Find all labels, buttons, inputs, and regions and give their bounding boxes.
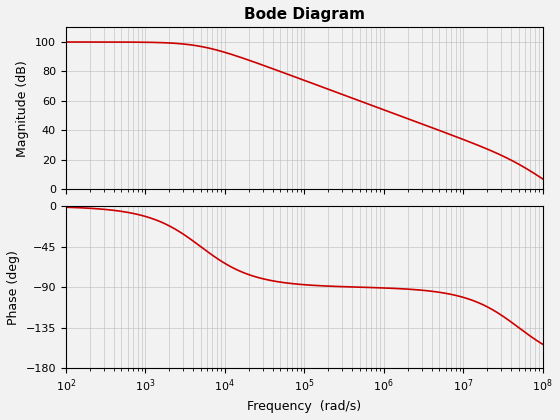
Title: Bode Diagram: Bode Diagram <box>244 7 365 22</box>
Y-axis label: Phase (deg): Phase (deg) <box>7 250 20 325</box>
Y-axis label: Magnitude (dB): Magnitude (dB) <box>16 60 30 157</box>
X-axis label: Frequency  (rad/s): Frequency (rad/s) <box>247 400 361 413</box>
